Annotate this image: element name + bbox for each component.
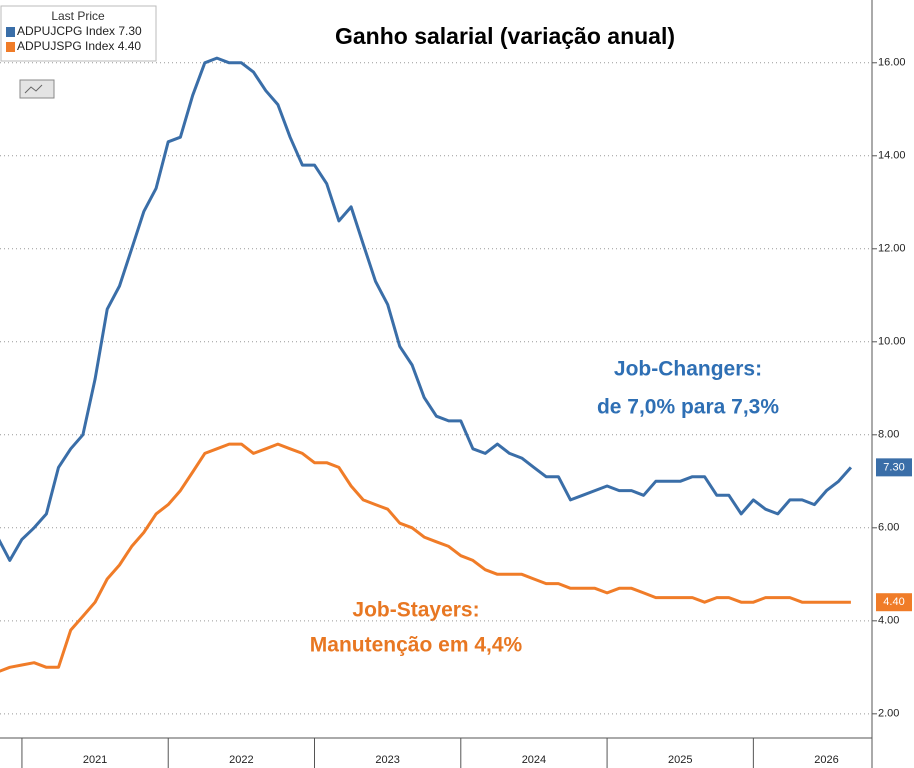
series-line	[0, 442, 851, 673]
legend-swatch	[6, 27, 15, 37]
legend-title: Last Price	[51, 9, 105, 23]
annotation: Job-Stayers:	[352, 599, 479, 622]
y-tick-label: 16.00	[878, 57, 906, 69]
x-tick-label: 2021	[83, 754, 107, 766]
y-tick-label: 10.00	[878, 336, 906, 348]
legend-label: ADPUJCPG Index 7.30	[17, 24, 142, 38]
y-tick-label: 12.00	[878, 243, 906, 255]
series-line	[0, 56, 853, 562]
x-tick-label: 2024	[522, 754, 546, 766]
y-tick-label: 8.00	[878, 429, 899, 441]
y-tick-label: 4.00	[878, 615, 899, 627]
x-tick-label: 2022	[229, 754, 253, 766]
annotation: de 7,0% para 7,3%	[597, 396, 779, 419]
chart-type-button[interactable]	[19, 79, 55, 99]
legend-label: ADPUJSPG Index 4.40	[17, 39, 141, 53]
chart-title: Ganho salarial (variação anual)	[335, 23, 675, 49]
last-value-tag	[876, 458, 912, 477]
x-tick-label: 2025	[668, 754, 692, 766]
x-tick-label: 2026	[814, 754, 838, 766]
button-icon	[24, 84, 43, 94]
annotation: Job-Changers:	[614, 358, 762, 381]
last-value-label: 4.40	[883, 596, 904, 608]
annotation: Manutenção em 4,4%	[310, 634, 523, 657]
y-tick-label: 14.00	[878, 150, 906, 162]
legend-box	[0, 5, 157, 62]
last-value-label: 7.30	[883, 461, 904, 473]
legend-swatch	[6, 42, 15, 52]
y-tick-label: 2.00	[878, 708, 899, 720]
y-tick-label: 6.00	[878, 522, 899, 534]
x-tick-label: 2023	[375, 754, 399, 766]
last-value-tag	[876, 593, 912, 612]
